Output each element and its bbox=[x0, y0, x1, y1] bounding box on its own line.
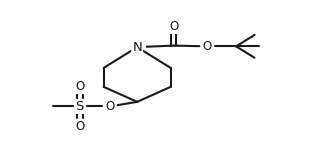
Text: O: O bbox=[106, 100, 115, 113]
Text: N: N bbox=[132, 41, 142, 54]
Text: O: O bbox=[203, 40, 212, 53]
Text: O: O bbox=[75, 80, 84, 93]
Text: O: O bbox=[169, 20, 178, 33]
Text: O: O bbox=[75, 120, 84, 133]
Text: S: S bbox=[76, 100, 84, 113]
